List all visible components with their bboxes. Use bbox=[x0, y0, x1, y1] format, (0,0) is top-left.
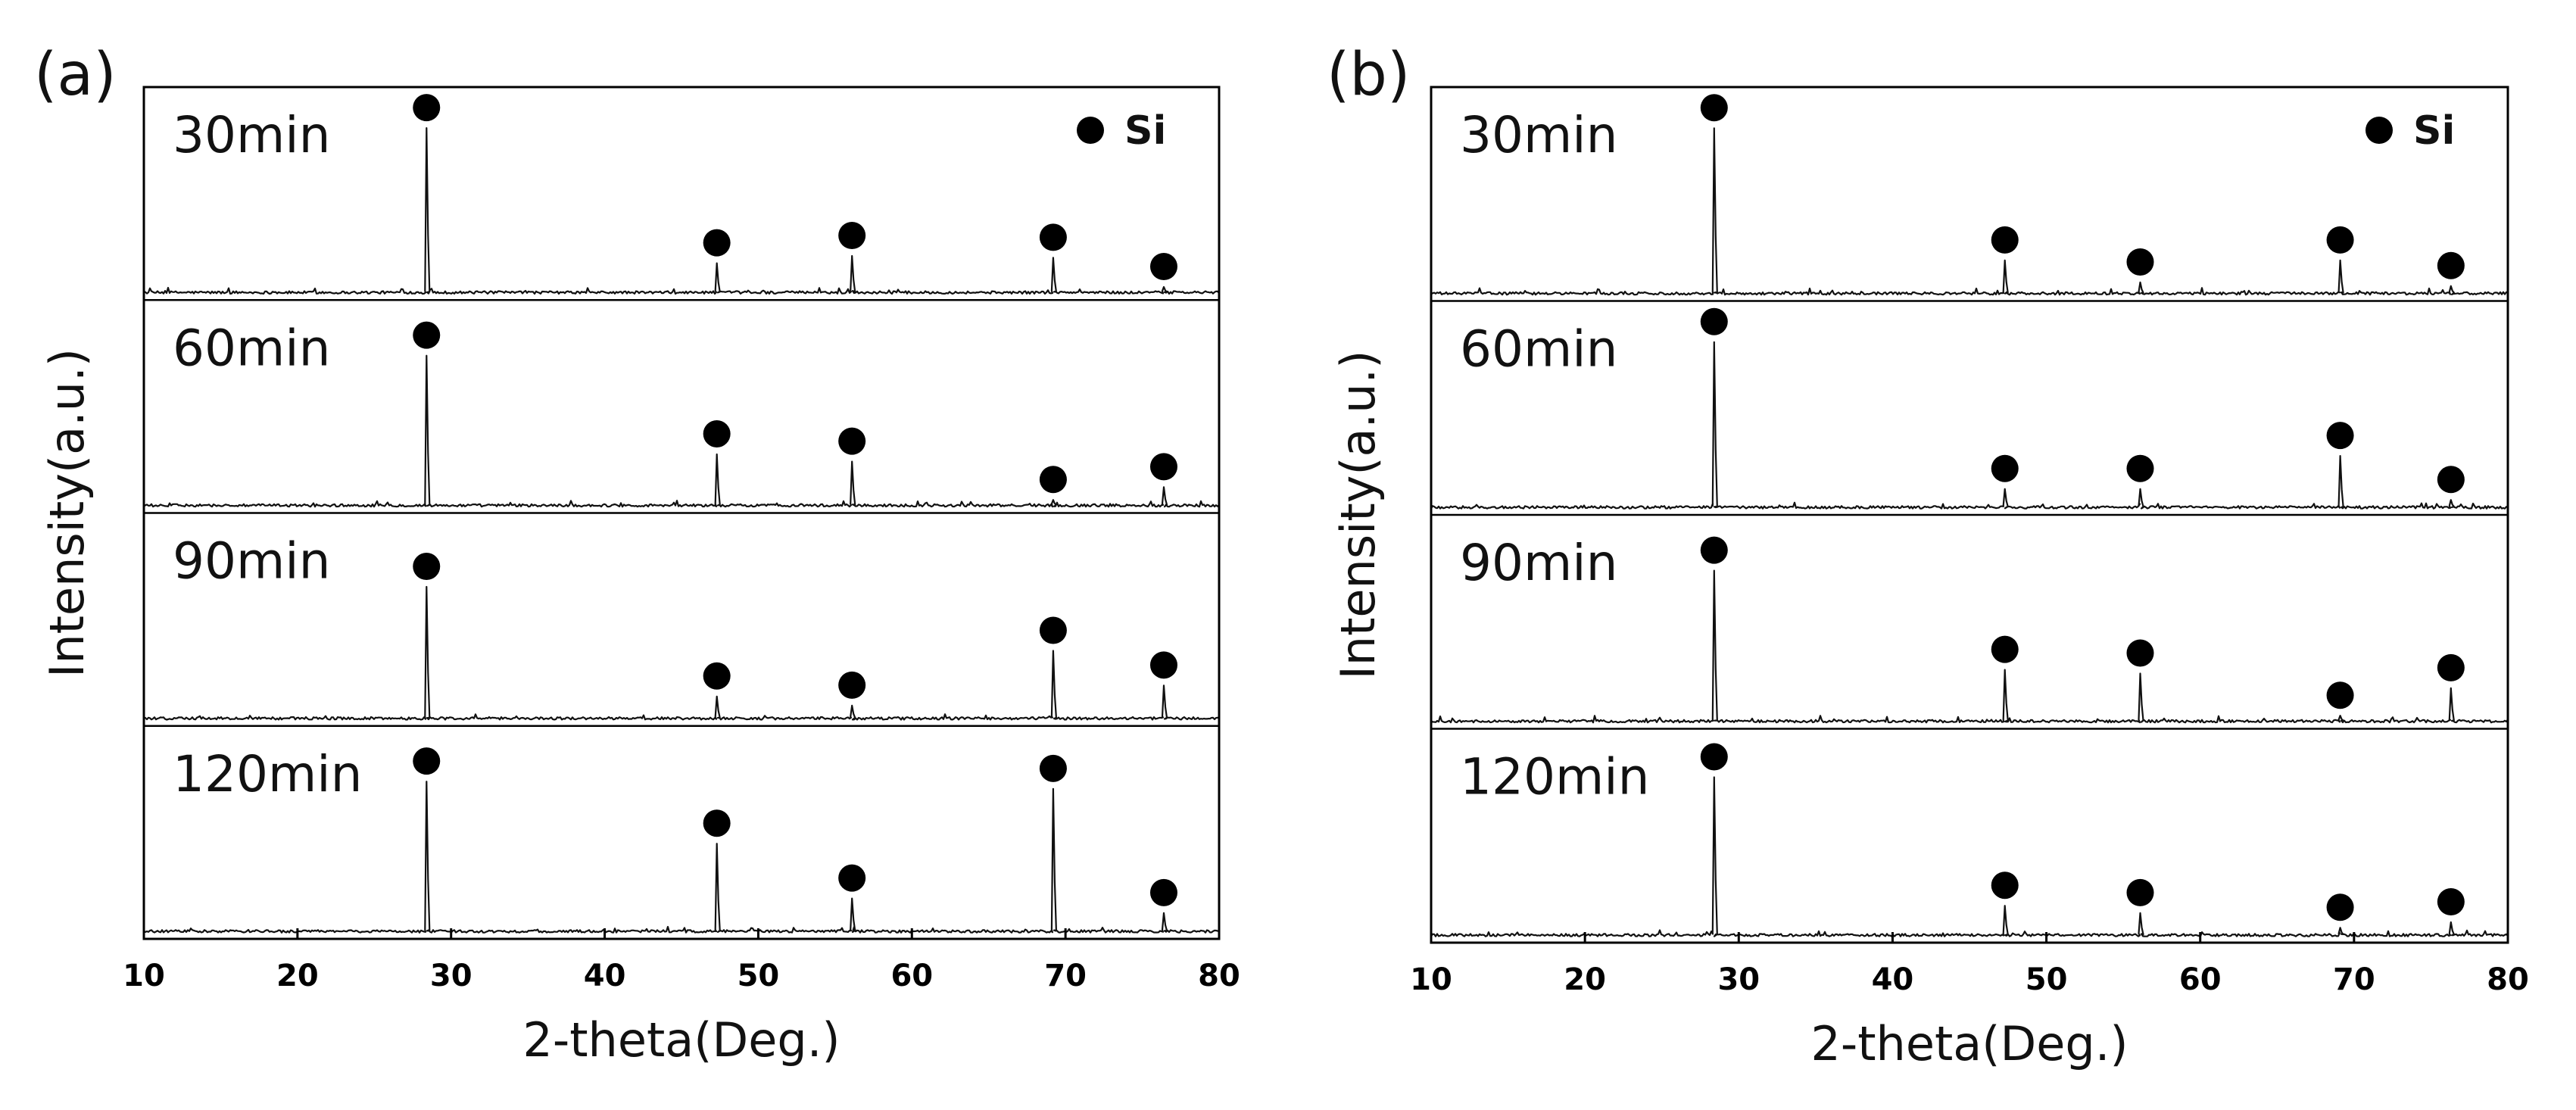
peak-marker-120min-3 bbox=[1039, 754, 1067, 782]
x-tick-label: 10 bbox=[1410, 962, 1452, 997]
peak-marker-30min-3 bbox=[1039, 223, 1067, 251]
peak-marker-60min-1 bbox=[1991, 454, 2019, 482]
peak-marker-120min-0 bbox=[1700, 743, 1728, 771]
peak-marker-60min-2 bbox=[838, 427, 866, 455]
x-tick-label: 60 bbox=[890, 959, 933, 993]
legend-marker-icon bbox=[2365, 117, 2393, 144]
peak-marker-90min-4 bbox=[1149, 651, 1177, 679]
peak-marker-120min-0 bbox=[413, 747, 441, 775]
x-tick-label: 70 bbox=[1044, 959, 1087, 993]
peak-marker-90min-1 bbox=[1991, 635, 2019, 663]
peak-marker-90min-3 bbox=[1039, 616, 1067, 644]
legend-label: Si bbox=[1124, 108, 1166, 154]
series-label-120min: 120min bbox=[173, 745, 362, 803]
peak-marker-60min-3 bbox=[1039, 466, 1067, 494]
peak-marker-90min-1 bbox=[703, 662, 731, 690]
peak-marker-120min-3 bbox=[2326, 893, 2354, 921]
peak-marker-30min-1 bbox=[1991, 226, 2019, 254]
series-line-90min bbox=[1430, 569, 2509, 724]
series-line-90min bbox=[143, 585, 1219, 721]
peak-marker-60min-1 bbox=[703, 419, 731, 447]
peak-marker-120min-1 bbox=[1991, 871, 2019, 900]
peak-marker-120min-4 bbox=[2437, 888, 2465, 916]
peak-marker-90min-0 bbox=[1700, 536, 1728, 564]
x-tick-label: 30 bbox=[1717, 962, 1760, 997]
x-tick-label: 60 bbox=[2179, 962, 2222, 997]
series-line-120min bbox=[1430, 776, 2509, 937]
x-tick-label: 30 bbox=[430, 959, 472, 993]
peak-marker-90min-0 bbox=[413, 553, 441, 581]
peak-marker-30min-2 bbox=[2126, 248, 2154, 276]
peak-marker-30min-2 bbox=[838, 222, 866, 249]
x-tick-label: 20 bbox=[1564, 962, 1606, 997]
plot-frame bbox=[142, 86, 1221, 940]
panel-b: (b) 30min 60min 90min 120min 10 20 30 40 50 60 70 80… bbox=[1327, 41, 2529, 1071]
peak-marker-90min-2 bbox=[2126, 639, 2154, 667]
y-axis-label: Intensity(a.u.) bbox=[1330, 351, 1386, 680]
x-tick-label: 50 bbox=[2026, 962, 2068, 997]
x-tick-label: 20 bbox=[276, 959, 319, 993]
series-label-30min: 30min bbox=[1460, 106, 1617, 164]
series-line-120min bbox=[143, 781, 1220, 934]
x-axis-label: 2-theta(Deg.) bbox=[1810, 1016, 2128, 1071]
series-label-60min: 60min bbox=[1460, 320, 1617, 379]
peak-marker-120min-1 bbox=[703, 809, 731, 837]
peak-marker-30min-0 bbox=[1700, 94, 1728, 122]
legend-label: Si bbox=[2413, 108, 2455, 154]
x-tick-label: 50 bbox=[738, 959, 780, 993]
peak-marker-30min-3 bbox=[2326, 226, 2354, 254]
series-label-60min: 60min bbox=[173, 319, 330, 377]
x-tick-label: 80 bbox=[2487, 962, 2529, 997]
peak-marker-30min-0 bbox=[413, 94, 441, 122]
peak-marker-60min-0 bbox=[413, 321, 441, 349]
series-label-90min: 90min bbox=[1460, 534, 1617, 592]
peak-marker-60min-0 bbox=[1700, 307, 1728, 335]
peak-marker-90min-3 bbox=[2326, 681, 2354, 709]
peak-marker-30min-4 bbox=[2437, 251, 2465, 279]
peak-marker-90min-4 bbox=[2437, 653, 2465, 681]
peak-marker-120min-2 bbox=[2126, 878, 2154, 906]
x-tick-label: 40 bbox=[584, 959, 626, 993]
peak-marker-90min-2 bbox=[838, 671, 866, 699]
series-label-30min: 30min bbox=[173, 106, 330, 164]
x-tick-label: 80 bbox=[1198, 959, 1240, 993]
legend-marker-icon bbox=[1077, 117, 1104, 144]
panel-label: (b) bbox=[1327, 41, 1410, 109]
panel-a: (a) 30min 60min 90min 120min 10 20 30 40 50 60 70 80… bbox=[34, 41, 1240, 1068]
x-tick-label: 10 bbox=[123, 959, 165, 993]
peak-marker-60min-4 bbox=[2437, 466, 2465, 494]
plot-frame bbox=[1430, 86, 2509, 944]
peak-marker-120min-2 bbox=[838, 864, 866, 892]
series-line-60min bbox=[1430, 341, 2509, 510]
y-axis-label: Intensity(a.u.) bbox=[39, 348, 95, 678]
peak-marker-30min-4 bbox=[1149, 253, 1177, 281]
series-label-90min: 90min bbox=[173, 532, 330, 591]
peak-marker-60min-3 bbox=[2326, 422, 2354, 450]
series-line-30min bbox=[143, 127, 1220, 295]
series-line-60min bbox=[143, 354, 1220, 508]
peak-marker-60min-2 bbox=[2126, 454, 2154, 482]
peak-marker-120min-4 bbox=[1149, 878, 1177, 906]
x-tick-label: 40 bbox=[1872, 962, 1914, 997]
peak-marker-60min-4 bbox=[1149, 453, 1177, 481]
panel-label: (a) bbox=[34, 41, 117, 109]
series-line-30min bbox=[1430, 127, 2509, 296]
series-label-120min: 120min bbox=[1460, 748, 1649, 806]
peak-marker-30min-1 bbox=[703, 229, 731, 257]
x-axis-label: 2-theta(Deg.) bbox=[522, 1012, 840, 1068]
x-tick-label: 70 bbox=[2333, 962, 2375, 997]
